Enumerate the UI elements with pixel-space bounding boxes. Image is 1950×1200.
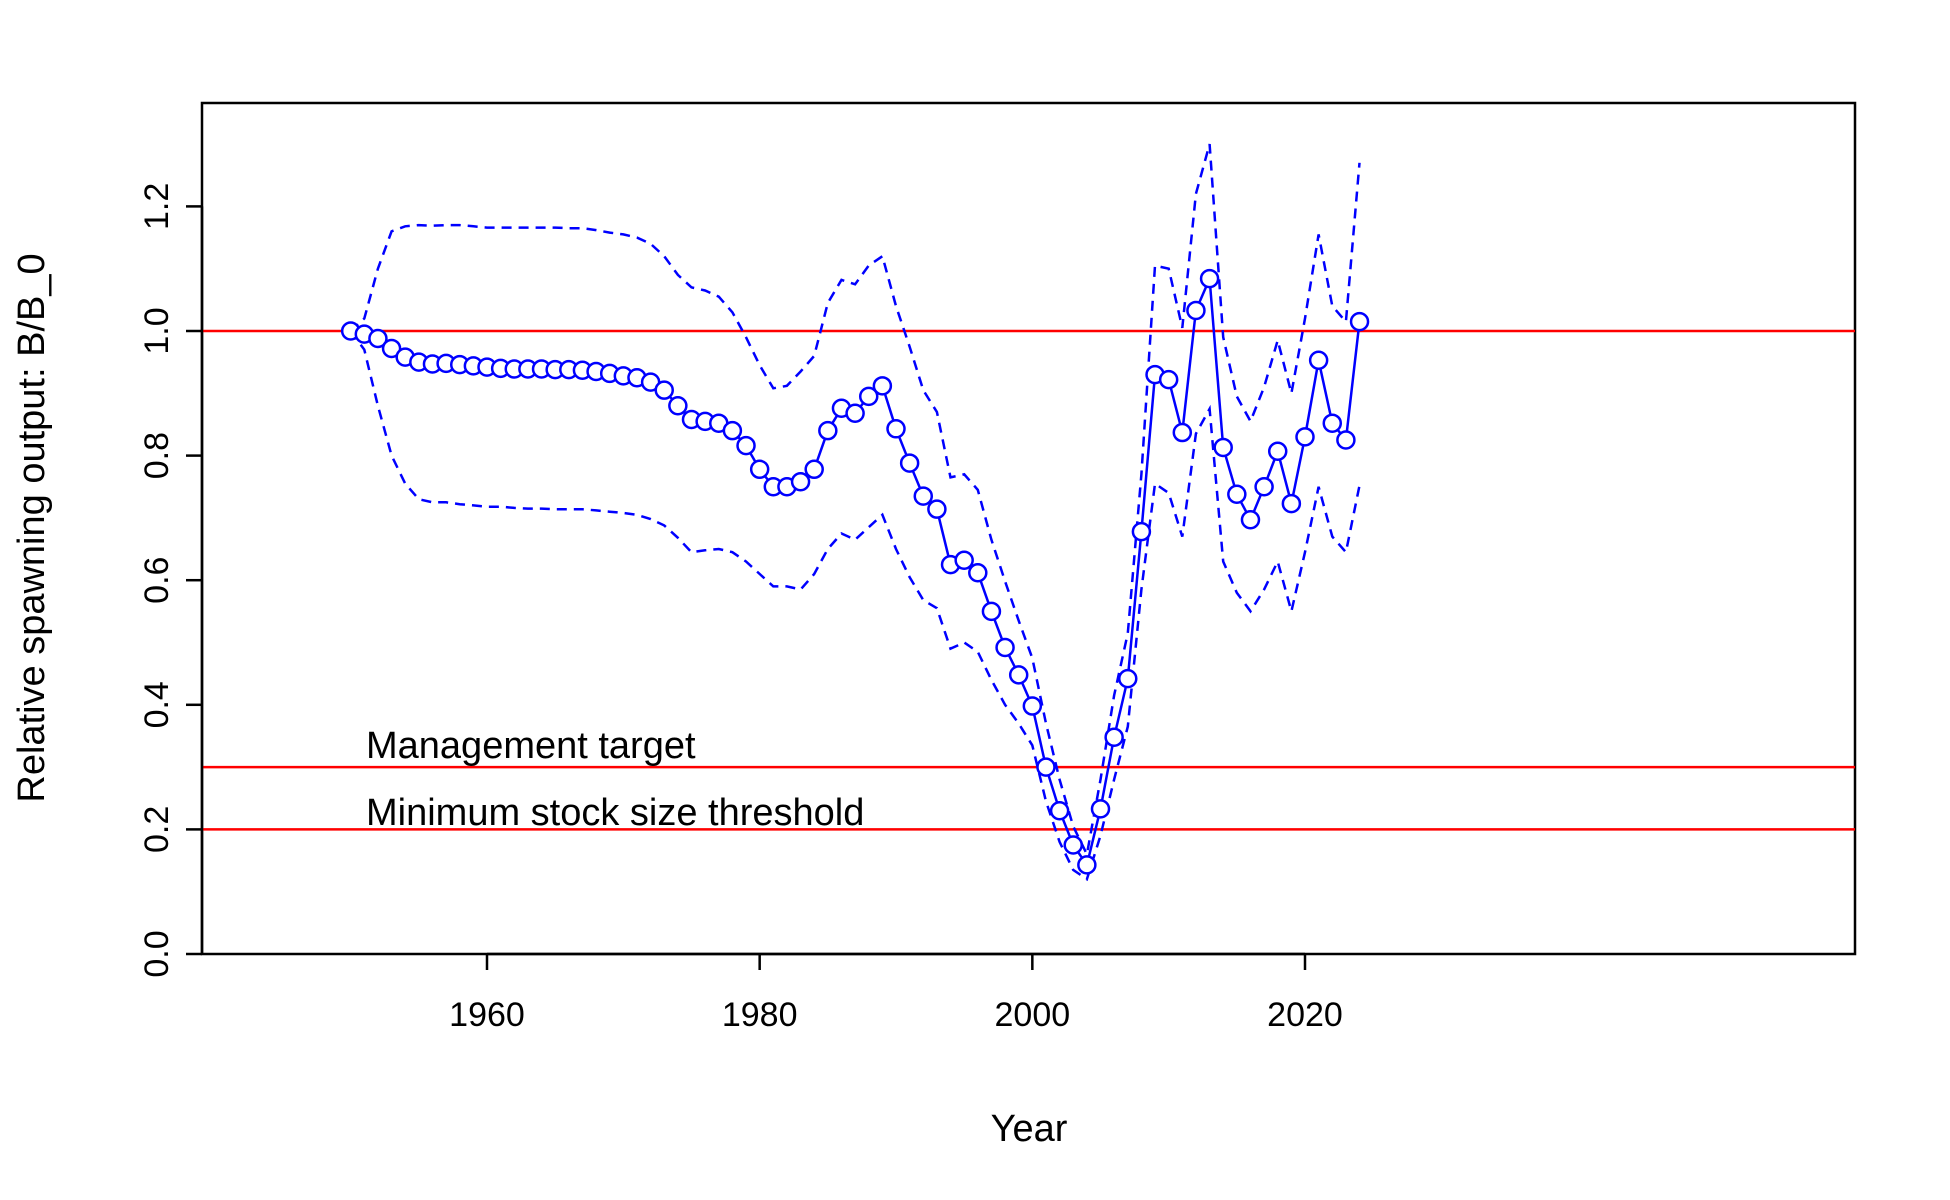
x-tick-label: 2020 bbox=[1267, 996, 1343, 1034]
x-tick-label: 1980 bbox=[722, 996, 798, 1034]
estimate-point bbox=[886, 419, 906, 439]
estimate-point bbox=[790, 472, 811, 492]
confidence-band bbox=[349, 143, 1361, 882]
y-tick-label: 0.8 bbox=[138, 432, 176, 479]
estimate-point bbox=[1254, 477, 1274, 497]
estimate-point bbox=[845, 403, 865, 423]
estimate-point bbox=[1295, 427, 1315, 447]
estimate-points bbox=[340, 268, 1370, 875]
estimate-point bbox=[818, 420, 838, 441]
estimate-point bbox=[1063, 835, 1083, 855]
estimate-point bbox=[872, 376, 893, 396]
management-target-label: Management target bbox=[366, 725, 696, 767]
estimate-point bbox=[368, 328, 388, 349]
estimate-point bbox=[858, 386, 879, 407]
estimate-point bbox=[1118, 668, 1138, 689]
estimate-point bbox=[1104, 727, 1124, 747]
estimate-point bbox=[1227, 484, 1247, 504]
estimate-point bbox=[913, 486, 934, 506]
estimate-point bbox=[722, 420, 743, 441]
estimate-point bbox=[1090, 799, 1111, 819]
y-tick-label: 0.2 bbox=[138, 806, 176, 853]
upper-interval-line bbox=[349, 143, 1361, 859]
estimate-point bbox=[1022, 696, 1043, 716]
estimate-point bbox=[1322, 413, 1343, 433]
reference-lines bbox=[202, 329, 1855, 831]
estimate-point bbox=[749, 459, 770, 480]
estimate-point bbox=[1008, 665, 1029, 685]
estimate-point bbox=[804, 459, 824, 480]
estimate-point bbox=[927, 499, 947, 519]
lower-interval-line bbox=[349, 330, 1361, 882]
estimate-point bbox=[654, 380, 674, 400]
estimate-point bbox=[668, 396, 688, 416]
estimate-point bbox=[981, 601, 1002, 622]
estimate-point bbox=[1131, 521, 1152, 542]
y-axis: 0.0 0.2 0.4 0.6 0.8 1.0 1.2 bbox=[138, 183, 204, 978]
estimate-point bbox=[1240, 510, 1261, 530]
minimum-stock-threshold-label: Minimum stock size threshold bbox=[366, 792, 864, 834]
estimate-point bbox=[1349, 311, 1370, 332]
y-tick-label: 0.0 bbox=[138, 930, 176, 977]
estimate-point bbox=[1186, 300, 1206, 321]
estimate-point bbox=[1172, 422, 1193, 443]
y-axis-title: Relative spawning output: B/B_0 bbox=[11, 253, 53, 802]
estimate-point bbox=[1267, 441, 1288, 461]
estimate-point bbox=[1336, 430, 1356, 450]
y-tick-label: 0.4 bbox=[138, 681, 176, 728]
estimate-point bbox=[1308, 350, 1329, 371]
estimate-point bbox=[954, 550, 974, 571]
y-tick-label: 1.0 bbox=[138, 307, 176, 354]
estimate-point bbox=[1158, 369, 1179, 390]
estimate-point bbox=[736, 435, 756, 456]
estimate-point bbox=[1213, 437, 1233, 458]
estimate-point bbox=[1281, 493, 1302, 514]
x-tick-label: 2000 bbox=[995, 996, 1071, 1034]
estimate-point bbox=[995, 637, 1015, 658]
x-axis-title: Year bbox=[991, 1108, 1068, 1150]
estimate-point bbox=[381, 338, 402, 359]
y-tick-label: 1.2 bbox=[138, 183, 176, 230]
y-tick-label: 0.6 bbox=[138, 557, 176, 604]
estimate-point bbox=[1077, 855, 1097, 875]
estimate-point bbox=[899, 453, 920, 473]
x-axis: 1960 1980 2000 2020 bbox=[449, 952, 1343, 1034]
estimate-point bbox=[968, 562, 988, 583]
estimate-point bbox=[1036, 757, 1056, 777]
estimate-point bbox=[1199, 268, 1220, 289]
estimate-point bbox=[1049, 800, 1070, 821]
x-tick-label: 1960 bbox=[449, 996, 525, 1034]
